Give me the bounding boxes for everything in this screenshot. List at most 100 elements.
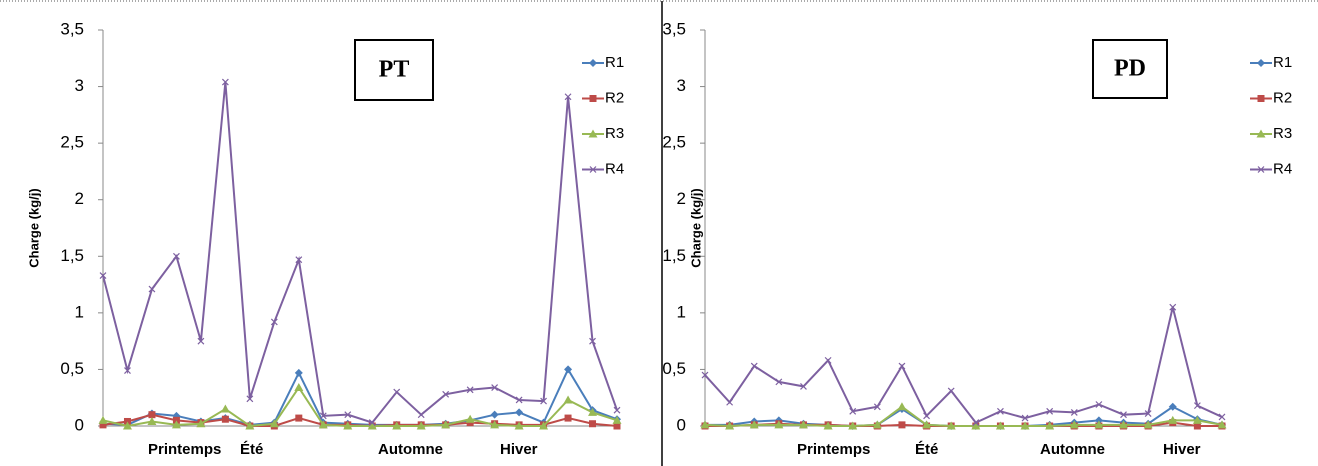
marker [148, 411, 156, 419]
marker [1168, 415, 1178, 424]
marker [564, 365, 573, 374]
marker [589, 95, 597, 102]
marker [1168, 402, 1177, 411]
marker [995, 421, 1005, 430]
marker [775, 378, 783, 386]
y-tick-label: 2 [677, 189, 686, 208]
marker [1257, 59, 1265, 67]
marker [1094, 416, 1103, 425]
marker [515, 396, 523, 404]
y-tick-label: 0,5 [662, 359, 686, 378]
marker [1119, 420, 1129, 429]
marker [589, 166, 597, 173]
series-line [102, 367, 618, 426]
marker [99, 272, 107, 279]
season-label: Hiver [500, 441, 538, 458]
marker [417, 411, 425, 419]
marker [564, 414, 572, 422]
marker [246, 395, 254, 403]
marker [491, 384, 499, 391]
marker [1257, 95, 1265, 102]
marker [270, 318, 278, 326]
marker [123, 417, 131, 425]
title-box [354, 39, 434, 101]
marker [295, 256, 303, 264]
marker [873, 403, 881, 411]
marker [923, 412, 930, 420]
marker [872, 420, 882, 429]
chart-title: PD [1114, 56, 1146, 82]
season-label: Automne [378, 441, 443, 458]
marker [442, 390, 450, 398]
marker [392, 421, 402, 430]
marker [221, 78, 229, 86]
season-label: Printemps [797, 441, 870, 458]
marker [563, 395, 573, 404]
marker [294, 368, 303, 377]
marker [946, 421, 956, 430]
marker [824, 356, 832, 364]
marker [98, 415, 108, 424]
marker [269, 419, 279, 428]
series-line [704, 405, 1223, 428]
legend-label: R3 [605, 125, 624, 142]
marker [800, 382, 807, 390]
marker [319, 412, 327, 420]
marker [823, 421, 833, 430]
y-tick-label: 2,5 [662, 133, 686, 152]
marker [540, 397, 547, 405]
legend-label: R4 [1273, 160, 1292, 177]
marker [441, 420, 451, 429]
y-tick-label: 0 [677, 415, 686, 434]
marker [898, 421, 906, 429]
marker [849, 407, 857, 415]
marker [1070, 408, 1078, 416]
legend-label: R2 [605, 89, 624, 106]
marker [1143, 420, 1153, 429]
marker [368, 419, 376, 427]
marker [1217, 420, 1227, 429]
y-tick-label: 1,5 [662, 246, 686, 265]
marker [749, 420, 759, 429]
marker [343, 421, 353, 430]
marker [465, 414, 475, 423]
marker [172, 416, 180, 424]
marker [539, 421, 549, 430]
legend-label: R1 [1273, 54, 1292, 71]
legend-label: R2 [1273, 89, 1292, 106]
y-tick-label: 0,5 [60, 359, 84, 378]
legend-label: R3 [1273, 125, 1292, 142]
y-tick-label: 3,5 [60, 19, 84, 38]
marker [490, 410, 499, 419]
y-tick-label: 1 [75, 302, 84, 321]
marker [1169, 303, 1177, 311]
series-line [704, 306, 1223, 424]
season-label: Été [915, 441, 938, 458]
marker [344, 411, 352, 419]
marker [589, 337, 596, 345]
chart: 0 0,5 1 1,5 2 2,5 3 3,5 Printemps Été Automne Hiver… [662, 19, 1292, 457]
marker [514, 421, 524, 430]
y-tick-label: 2,5 [60, 133, 84, 152]
marker [173, 252, 180, 260]
marker [971, 421, 981, 430]
y-tick-label: 1,5 [60, 246, 84, 265]
marker [122, 421, 132, 430]
marker [1020, 421, 1030, 430]
marker [700, 420, 710, 429]
y-axis-title: Charge (kg/j) [688, 188, 703, 267]
y-tick-label: 0 [75, 415, 84, 434]
y-tick-label: 1 [677, 302, 686, 321]
series-line [102, 385, 618, 428]
marker [898, 362, 906, 370]
marker [515, 408, 524, 417]
marker [1193, 422, 1201, 430]
marker [221, 415, 229, 423]
marker [148, 285, 156, 293]
y-tick-label: 3 [677, 76, 686, 95]
marker [588, 407, 598, 416]
marker [1193, 402, 1201, 410]
marker [564, 93, 572, 101]
marker [220, 404, 230, 413]
